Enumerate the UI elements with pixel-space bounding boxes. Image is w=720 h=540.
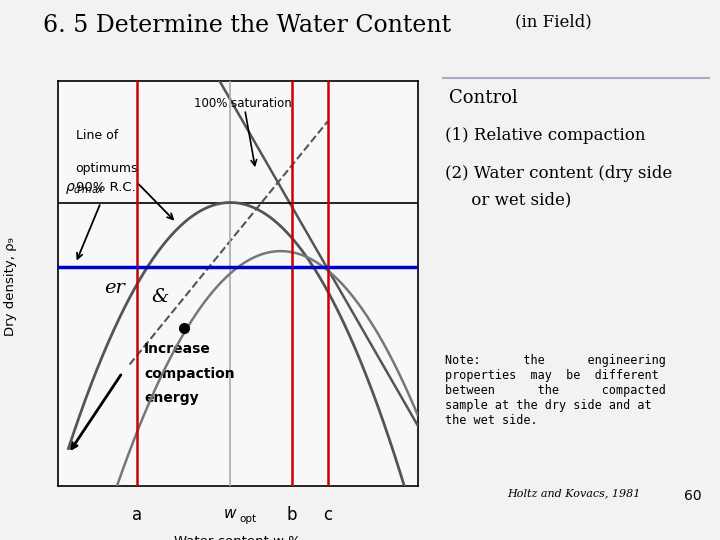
- Text: Increase: Increase: [144, 342, 211, 356]
- Text: b: b: [287, 507, 297, 524]
- Text: (2) Water content (dry side: (2) Water content (dry side: [445, 165, 672, 181]
- Text: Water content w %: Water content w %: [174, 535, 301, 540]
- Text: a: a: [132, 507, 142, 524]
- Text: Note:      the      engineering
properties  may  be  different
between      the : Note: the engineering properties may be …: [445, 354, 666, 427]
- Text: Line of: Line of: [76, 129, 118, 141]
- Text: (in Field): (in Field): [515, 14, 592, 30]
- Text: 6. 5 Determine the Water Content: 6. 5 Determine the Water Content: [43, 14, 451, 37]
- Text: c: c: [323, 507, 332, 524]
- Text: 60: 60: [685, 489, 702, 503]
- Text: 90% R.C.: 90% R.C.: [76, 181, 135, 194]
- Text: $\rho_{d\,max}$: $\rho_{d\,max}$: [65, 181, 104, 197]
- Text: w: w: [224, 507, 237, 521]
- Text: (1) Relative compaction: (1) Relative compaction: [445, 127, 645, 144]
- Text: opt: opt: [239, 514, 256, 524]
- Text: or wet side): or wet side): [445, 192, 572, 208]
- Text: er: er: [104, 280, 125, 298]
- Text: Holtz and Kovacs, 1981: Holtz and Kovacs, 1981: [508, 489, 641, 499]
- Text: optimums: optimums: [76, 162, 138, 175]
- Text: Control: Control: [449, 89, 517, 107]
- Text: Dry density, ρ₉: Dry density, ρ₉: [4, 237, 17, 336]
- Text: 100% saturation: 100% saturation: [194, 97, 292, 110]
- Text: compaction: compaction: [144, 367, 235, 381]
- Text: energy: energy: [144, 391, 199, 405]
- Text: &: &: [151, 287, 168, 306]
